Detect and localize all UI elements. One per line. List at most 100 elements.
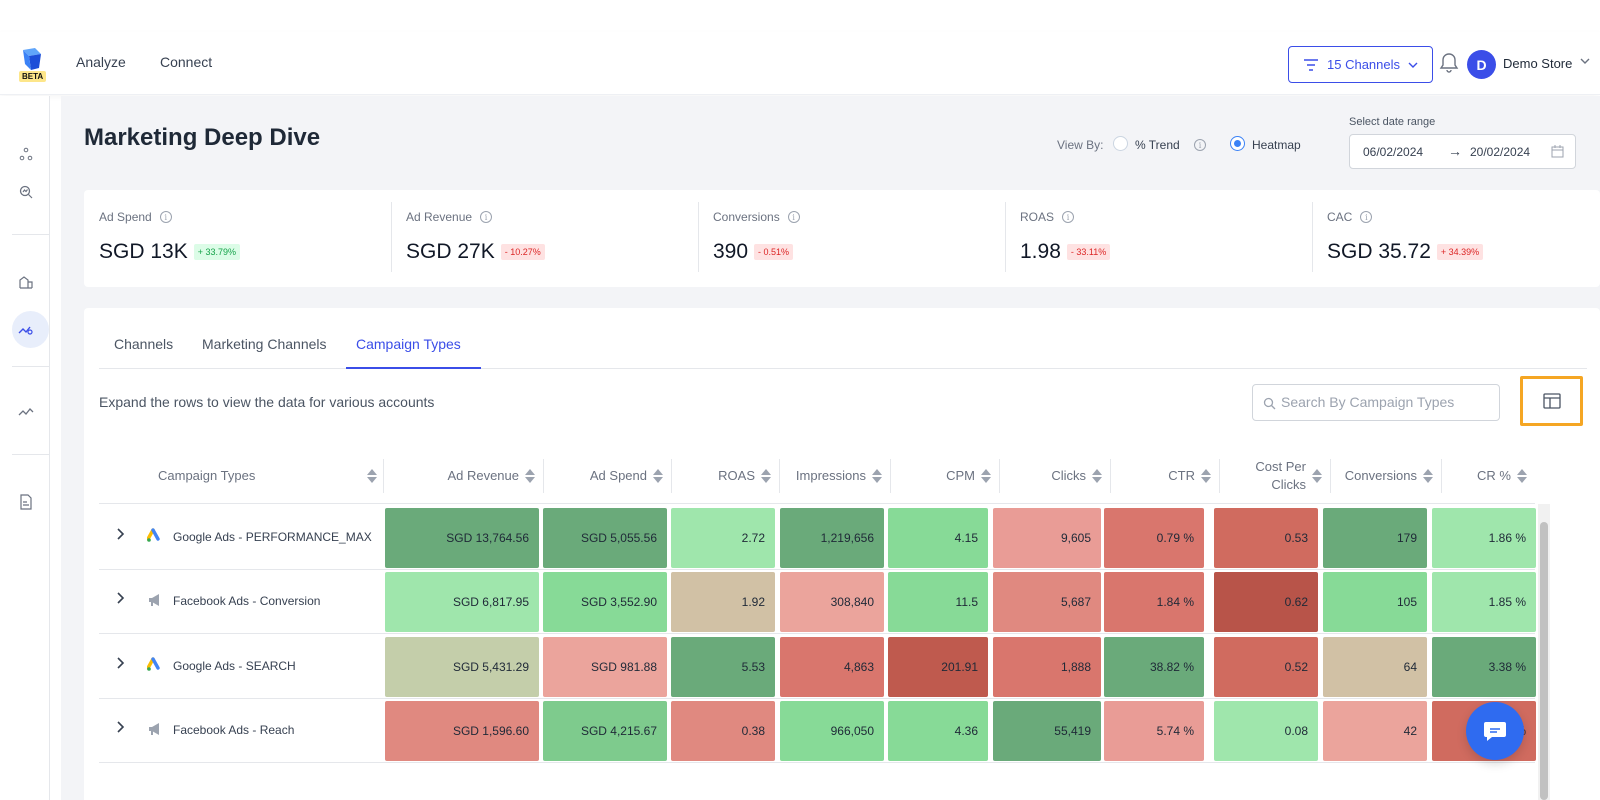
line-chart-icon[interactable]	[18, 404, 34, 420]
view-trend-radio[interactable]	[1113, 136, 1128, 151]
store-chevron-down-icon[interactable]	[1580, 58, 1590, 64]
sort-icon[interactable]	[761, 468, 771, 483]
column-layout-button[interactable]	[1520, 376, 1583, 426]
view-heatmap-radio[interactable]	[1230, 136, 1245, 151]
info-icon[interactable]: i	[159, 211, 172, 223]
chevron-right-icon[interactable]	[116, 656, 126, 670]
kpi-value: SGD 13K	[99, 240, 188, 263]
heatmap-cell: 1,888	[993, 637, 1101, 697]
app-logo[interactable]	[17, 46, 45, 82]
date-start[interactable]: 06/02/2024	[1363, 145, 1424, 159]
notification-bell-icon[interactable]	[1439, 52, 1461, 76]
col-ad-spend[interactable]: Ad Spend	[543, 447, 671, 504]
heatmap-cell: 5.74 %	[1104, 701, 1204, 761]
report-icon[interactable]	[18, 494, 34, 510]
heatmap-cell: 105	[1323, 572, 1427, 632]
chevron-right-icon[interactable]	[116, 591, 126, 605]
col-cr[interactable]: CR %	[1441, 447, 1535, 504]
sort-icon[interactable]	[981, 468, 991, 483]
view-heatmap-label[interactable]: Heatmap	[1252, 138, 1301, 152]
info-icon[interactable]: i	[1194, 139, 1206, 151]
col-clicks[interactable]: Clicks	[999, 447, 1110, 504]
search-input[interactable]	[1281, 394, 1491, 410]
column-header-label: Ad Revenue	[447, 468, 519, 483]
tab-campaign-types[interactable]: Campaign Types	[356, 336, 461, 352]
kpi-value: 1.98	[1020, 240, 1061, 263]
heatmap-cell: 0.08	[1214, 701, 1318, 761]
col-cost-per-clicks[interactable]: Cost Per Clicks	[1219, 447, 1330, 504]
google-ads-icon	[147, 528, 160, 542]
heatmap-cell: SGD 5,431.29	[385, 637, 539, 697]
store-name[interactable]: Demo Store	[1503, 56, 1573, 71]
column-header-label: Clicks	[1051, 468, 1086, 483]
tab-marketing-channels[interactable]: Marketing Channels	[202, 336, 327, 352]
kpi-label: ROAS	[1020, 210, 1055, 224]
heatmap-cell: 0.53	[1214, 508, 1318, 568]
chevron-right-icon[interactable]	[116, 720, 126, 734]
column-header-label: Conversions	[1344, 468, 1417, 483]
table-row[interactable]: Google Ads - PERFORMANCE_MAX SGD 13,764.5…	[99, 505, 1536, 570]
column-header-label: Impressions	[795, 468, 866, 483]
google-ads-icon	[147, 657, 160, 671]
sort-icon[interactable]	[367, 468, 377, 483]
date-end[interactable]: 20/02/2024	[1470, 145, 1531, 159]
sort-icon[interactable]	[1092, 468, 1102, 483]
campaign-name: Google Ads - SEARCH	[173, 659, 296, 673]
main-content: Marketing Deep Dive View By: % Trend i H…	[61, 96, 1600, 800]
table-row[interactable]: Facebook Ads - Reach SGD 1,596.60 SGD 4,21…	[99, 698, 1536, 763]
sort-icon[interactable]	[1201, 468, 1211, 483]
table-row[interactable]: Facebook Ads - Conversion SGD 6,817.95 SGD…	[99, 569, 1536, 634]
nodes-icon[interactable]	[18, 146, 34, 162]
col-conversions[interactable]: Conversions	[1330, 447, 1441, 504]
user-avatar[interactable]: D	[1467, 50, 1496, 79]
heatmap-cell: SGD 1,596.60	[385, 701, 539, 761]
scrollbar-thumb[interactable]	[1540, 522, 1548, 800]
info-icon[interactable]: i	[1062, 211, 1075, 223]
search-analytics-icon[interactable]	[18, 184, 34, 200]
column-header-label: ROAS	[718, 468, 755, 483]
trend-search-icon[interactable]	[18, 321, 34, 337]
kpi-label: Ad Spend	[99, 210, 152, 224]
calendar-icon[interactable]	[1551, 145, 1564, 158]
column-header-label: Ad Spend	[589, 468, 647, 483]
date-range-label: Select date range	[1349, 116, 1436, 128]
col-cpm[interactable]: CPM	[890, 447, 999, 504]
nav-analyze[interactable]: Analyze	[76, 54, 126, 70]
channels-filter-button[interactable]: 15 Channels	[1288, 46, 1433, 83]
chat-support-button[interactable]	[1466, 702, 1524, 760]
heatmap-cell: 966,050	[780, 701, 884, 761]
chevron-right-icon[interactable]	[116, 527, 126, 541]
nav-connect[interactable]: Connect	[160, 54, 213, 70]
heatmap-cell: SGD 981.88	[543, 637, 667, 697]
filter-icon	[1304, 58, 1318, 71]
heatmap-cell: 1.85 %	[1432, 572, 1536, 632]
kpi-conversions: Conversions i 390 - 0.51%	[698, 190, 1005, 287]
sort-icon[interactable]	[1423, 468, 1433, 483]
col-impressions[interactable]: Impressions	[779, 447, 890, 504]
sort-icon[interactable]	[1517, 468, 1527, 483]
campaign-search[interactable]	[1252, 384, 1500, 421]
sort-icon[interactable]	[872, 468, 882, 483]
info-icon[interactable]: i	[1360, 211, 1373, 223]
table-row[interactable]: Google Ads - SEARCH SGD 5,431.29 SGD 981.8…	[99, 634, 1536, 699]
heatmap-cell: 308,840	[780, 572, 884, 632]
col-campaign-types[interactable]: Campaign Types	[99, 447, 383, 504]
kpi-label: Ad Revenue	[406, 210, 473, 224]
info-icon[interactable]: i	[480, 211, 493, 223]
sort-icon[interactable]	[525, 468, 535, 483]
col-ad-revenue[interactable]: Ad Revenue	[383, 447, 543, 504]
store-icon[interactable]	[18, 274, 34, 290]
info-icon[interactable]: i	[787, 211, 800, 223]
heatmap-cell: 42	[1323, 701, 1427, 761]
megaphone-icon	[149, 594, 159, 606]
col-ctr[interactable]: CTR	[1110, 447, 1219, 504]
date-range-picker[interactable]: 06/02/2024 → 20/02/2024	[1349, 134, 1576, 169]
col-roas[interactable]: ROAS	[671, 447, 779, 504]
sort-icon[interactable]	[653, 468, 663, 483]
sort-icon[interactable]	[1312, 468, 1322, 483]
view-trend-label[interactable]: % Trend	[1135, 138, 1180, 152]
heatmap-cell: 11.5	[888, 572, 988, 632]
tab-channels[interactable]: Channels	[114, 336, 174, 352]
heatmap-cell: 1.84 %	[1104, 572, 1204, 632]
